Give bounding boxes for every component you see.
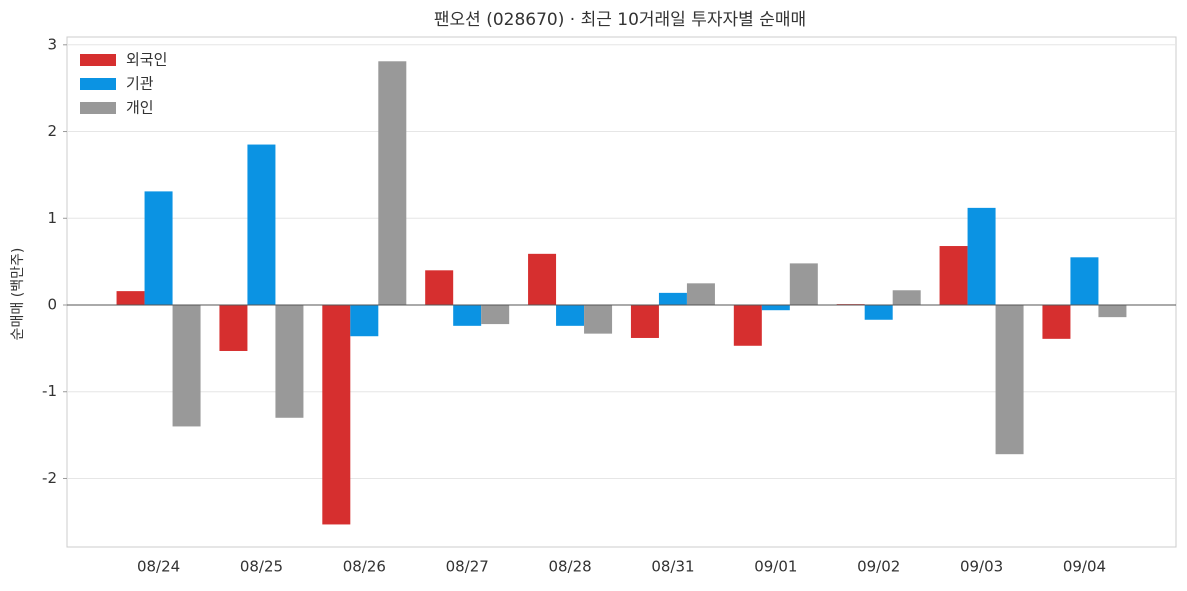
plot-frame [66, 36, 1177, 548]
bar [789, 263, 818, 306]
bar [584, 305, 613, 334]
x-tick-label: 08/26 [343, 558, 386, 576]
bar [967, 207, 996, 306]
bar [425, 270, 454, 306]
bar [939, 246, 968, 306]
x-tick-label: 09/03 [960, 558, 1003, 576]
legend-swatch [80, 78, 116, 90]
chart-title: 팬오션 (028670) · 최근 10거래일 투자자별 순매매 [434, 10, 806, 30]
x-tick-label: 08/24 [137, 558, 180, 576]
bar [453, 305, 482, 326]
bar [481, 305, 510, 325]
bar [1042, 305, 1071, 339]
bar [144, 191, 173, 306]
bar [556, 305, 585, 326]
bar [350, 305, 379, 337]
x-tick-label: 08/28 [548, 558, 591, 576]
y-axis-label: 순매매 (백만주) [10, 248, 26, 341]
bar [219, 305, 248, 351]
x-tick-label: 08/27 [446, 558, 489, 576]
bar [1098, 305, 1127, 318]
bar [116, 291, 145, 306]
legend-swatch [80, 102, 116, 114]
y-tick-label: 3 [47, 35, 57, 53]
bar [761, 305, 790, 311]
bar [275, 305, 304, 418]
y-tick-label: -1 [42, 382, 57, 400]
y-tick-label: -2 [42, 469, 57, 487]
legend-label: 개인 [126, 99, 154, 117]
bar [172, 305, 201, 427]
x-tick-label: 08/31 [651, 558, 694, 576]
bar [892, 290, 921, 306]
x-tick-label: 09/01 [754, 558, 797, 576]
bar [630, 305, 659, 338]
bar [995, 305, 1024, 455]
bar [1070, 257, 1099, 306]
bar [528, 253, 557, 306]
bar [378, 61, 407, 306]
bar [322, 305, 351, 525]
x-tick-label: 09/02 [857, 558, 900, 576]
legend-swatch [80, 54, 116, 66]
legend-label: 외국인 [126, 51, 167, 69]
bar [658, 292, 687, 306]
legend-label: 기관 [126, 75, 154, 93]
bar [686, 283, 715, 306]
x-tick-label: 09/04 [1063, 558, 1106, 576]
y-tick-label: 0 [47, 296, 57, 314]
bar [733, 305, 762, 346]
x-tick-label: 08/25 [240, 558, 283, 576]
bar [864, 305, 893, 320]
y-tick-label: 1 [47, 209, 57, 227]
bar [247, 144, 276, 306]
y-tick-label: 2 [47, 122, 57, 140]
